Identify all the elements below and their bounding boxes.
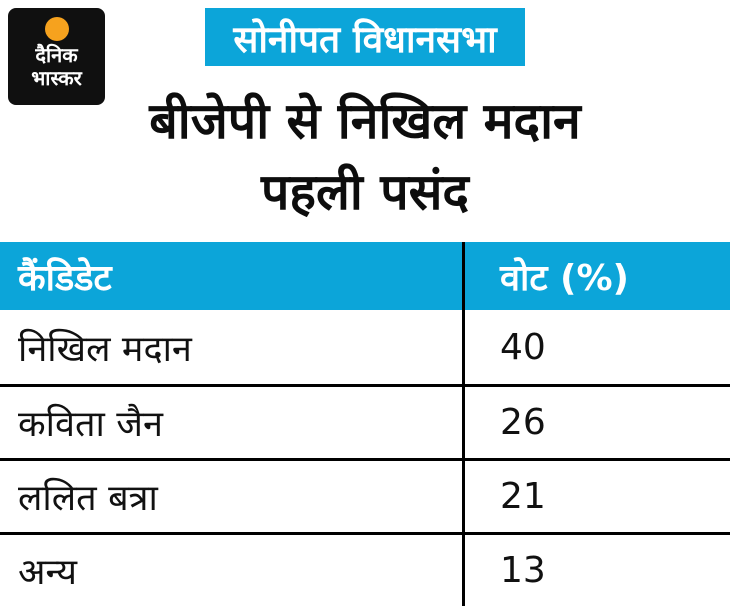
vote-cell: 13 <box>500 550 546 591</box>
candidate-cell: कविता जैन <box>0 387 465 458</box>
logo-text-line2: भास्कर <box>31 66 82 90</box>
poll-table: कैंडिडेट वोट (%) निखिल मदान 40 कविता जैन… <box>0 242 730 606</box>
vote-column-header: वोट (%) <box>500 257 629 299</box>
table-header-row: कैंडिडेट वोट (%) <box>0 242 730 310</box>
table-row: अन्य 13 <box>0 532 730 606</box>
logo-sun-icon <box>44 17 69 41</box>
headline-line1: बीजेपी से निखिल मदान <box>149 92 581 150</box>
logo-text: दैनिक भास्कर <box>31 44 82 90</box>
vote-cell: 21 <box>500 476 546 517</box>
candidate-cell: अन्य <box>0 535 465 606</box>
candidate-column-header: कैंडिडेट <box>0 242 465 310</box>
headline-line2: पहली पसंद <box>261 163 469 221</box>
vote-cell: 26 <box>500 402 546 443</box>
table-row: कविता जैन 26 <box>0 384 730 458</box>
candidate-cell: निखिल मदान <box>0 310 465 384</box>
badge-wrap: सोनीपत विधानसभा <box>0 8 730 66</box>
constituency-badge: सोनीपत विधानसभा <box>205 8 525 66</box>
table-row: ललित बत्रा 21 <box>0 458 730 532</box>
table-row: निखिल मदान 40 <box>0 310 730 384</box>
dainik-bhaskar-logo: दैनिक भास्कर <box>8 8 105 105</box>
vote-cell: 40 <box>500 326 546 368</box>
headline: बीजेपी से निखिल मदान पहली पसंद <box>0 86 730 228</box>
logo-text-line1: दैनिक <box>35 43 78 67</box>
candidate-cell: ललित बत्रा <box>0 461 465 532</box>
